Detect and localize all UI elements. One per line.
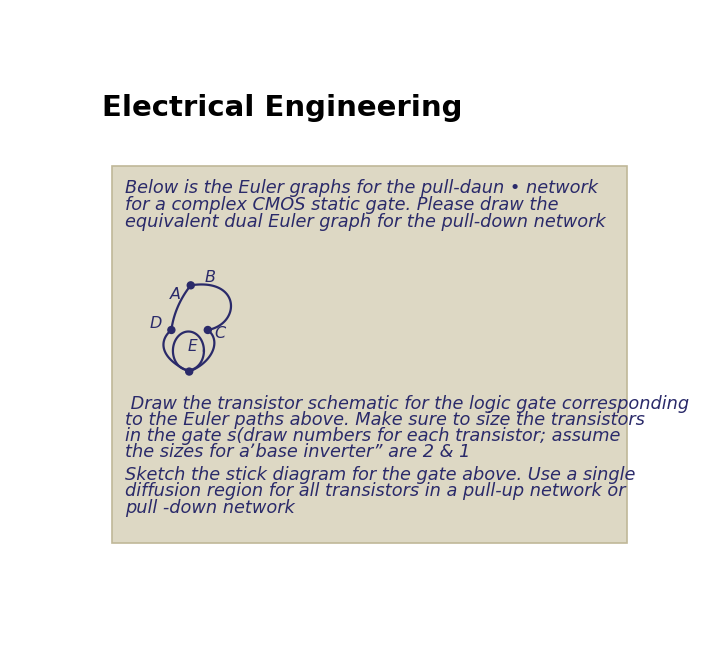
Text: equivalent dual Euler graph for the pull-down network: equivalent dual Euler graph for the pull… xyxy=(125,213,606,231)
Text: in the gate s(draw numbers for each transistor; assume: in the gate s(draw numbers for each tran… xyxy=(125,427,620,445)
Text: E: E xyxy=(187,339,197,354)
Circle shape xyxy=(168,326,175,334)
Text: Below is the Euler graphs for the pull-daun • network: Below is the Euler graphs for the pull-d… xyxy=(125,179,598,197)
Text: C: C xyxy=(214,326,225,341)
Circle shape xyxy=(204,326,211,334)
Text: B: B xyxy=(204,270,215,285)
Text: Draw the transistor schematic for the logic gate corresponding: Draw the transistor schematic for the lo… xyxy=(125,395,689,413)
Text: the sizes for aʼbase inverter” are 2 & 1: the sizes for aʼbase inverter” are 2 & 1 xyxy=(125,443,470,461)
Text: Sketch the stick diagram for the gate above. Use a single: Sketch the stick diagram for the gate ab… xyxy=(125,467,635,484)
Text: to the Euler paths above. Make sure to size the transistors: to the Euler paths above. Make sure to s… xyxy=(125,411,644,429)
Circle shape xyxy=(186,368,193,375)
Text: A: A xyxy=(170,287,181,302)
Text: for a complex CMOS static gate. Please draw the: for a complex CMOS static gate. Please d… xyxy=(125,196,559,214)
Text: diffusion region for all transistors in a pull-up network or: diffusion region for all transistors in … xyxy=(125,482,626,501)
FancyBboxPatch shape xyxy=(112,166,627,544)
Text: Electrical Engineering: Electrical Engineering xyxy=(102,94,462,122)
Circle shape xyxy=(187,282,194,289)
Text: D: D xyxy=(150,316,162,332)
Text: pull -down network: pull -down network xyxy=(125,499,294,517)
